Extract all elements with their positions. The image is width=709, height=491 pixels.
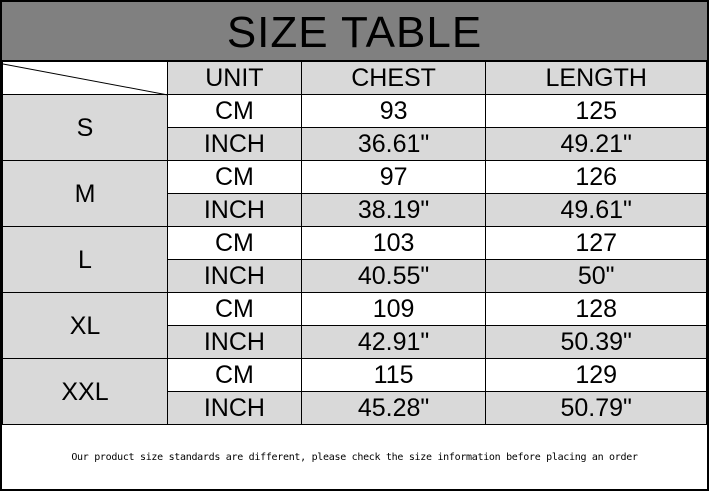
- unit-cell: CM: [167, 94, 302, 128]
- footer-note: Our product size standards are different…: [71, 452, 638, 463]
- table-row: INCH 40.55" 50": [3, 259, 707, 293]
- table-row: INCH 45.28" 50.79": [3, 391, 707, 425]
- chest-cell: 40.55": [300, 259, 487, 293]
- table-row: L CM 103 127: [2, 226, 707, 293]
- size-table: UNIT CHEST LENGTH S CM 93 125 INCH 36.61"…: [2, 61, 707, 425]
- header-unit: UNIT: [167, 61, 302, 95]
- length-cell: 128: [485, 292, 707, 326]
- chest-cell: 97: [300, 160, 487, 194]
- chest-cell: 103: [300, 226, 487, 260]
- chest-cell: 45.28": [300, 391, 487, 425]
- unit-cell: INCH: [167, 325, 302, 359]
- unit-cell: INCH: [167, 127, 302, 161]
- unit-cell: CM: [167, 292, 302, 326]
- length-cell: 127: [485, 226, 707, 260]
- length-cell: 125: [485, 94, 707, 128]
- length-cell: 129: [485, 358, 707, 392]
- header-chest: CHEST: [300, 61, 487, 95]
- header-length: LENGTH: [485, 61, 707, 95]
- length-cell: 49.21": [485, 127, 707, 161]
- chest-cell: 36.61": [300, 127, 487, 161]
- diagonal-line: [3, 63, 168, 96]
- unit-cell: INCH: [167, 391, 302, 425]
- table-row: M CM 97 126: [2, 160, 707, 227]
- chest-cell: 42.91": [300, 325, 487, 359]
- unit-cell: INCH: [167, 259, 302, 293]
- table-row: XL CM 109 128: [2, 292, 707, 359]
- table-row: INCH 38.19" 49.61": [3, 193, 707, 227]
- size-label: XL: [2, 292, 168, 359]
- corner-cell: [2, 61, 168, 96]
- table-row: XXL CM 115 129: [2, 358, 707, 425]
- chest-cell: 109: [300, 292, 487, 326]
- length-cell: 126: [485, 160, 707, 194]
- size-label: M: [2, 160, 168, 227]
- unit-cell: CM: [167, 358, 302, 392]
- length-cell: 49.61": [485, 193, 707, 227]
- unit-cell: INCH: [167, 193, 302, 227]
- length-cell: 50": [485, 259, 707, 293]
- table-row: S CM 93 125: [2, 94, 707, 161]
- size-label: L: [2, 226, 168, 293]
- unit-cell: CM: [167, 160, 302, 194]
- header-row: UNIT CHEST LENGTH: [2, 61, 707, 96]
- size-label: XXL: [2, 358, 168, 425]
- length-cell: 50.79": [485, 391, 707, 425]
- chest-cell: 93: [300, 94, 487, 128]
- size-label: S: [2, 94, 168, 161]
- table-row: INCH 42.91" 50.39": [3, 325, 707, 359]
- length-cell: 50.39": [485, 325, 707, 359]
- title: SIZE TABLE: [2, 2, 707, 61]
- unit-cell: CM: [167, 226, 302, 260]
- chest-cell: 115: [300, 358, 487, 392]
- chest-cell: 38.19": [300, 193, 487, 227]
